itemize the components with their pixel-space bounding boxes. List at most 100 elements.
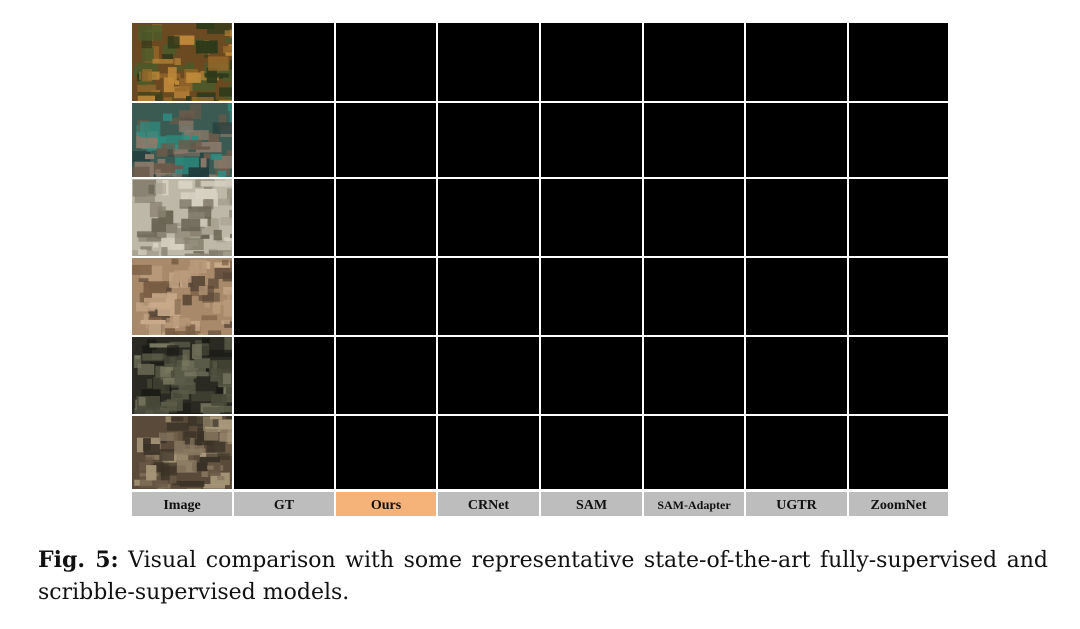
mask-cell [336,23,436,101]
input-photo-patch [136,132,146,149]
input-photo-patch [161,247,168,256]
input-photo-patch [204,428,219,441]
mask-background [438,258,539,335]
mask-background [746,258,847,335]
input-photo-patch [190,290,203,297]
mask-cell [644,416,744,489]
input-photo-patch [223,237,232,242]
mask-cell [644,23,744,101]
input-photo-patch [150,163,176,173]
mask-background [849,337,948,414]
column-label: SAM-Adapter [657,498,731,512]
mask-cell [541,179,642,256]
mask-cell [849,416,948,489]
input-photo-patch [146,147,152,152]
mask-cell [849,179,948,256]
column-label: Image [163,498,200,513]
input-photo-patch [164,488,185,489]
input-photo-patch [154,462,165,477]
input-photo-patch [225,52,232,56]
mask-background [336,416,436,489]
input-image-cell [132,179,232,256]
mask-background [849,258,948,335]
input-photo-patch [187,416,210,427]
input-photo-patch [133,66,141,76]
mask-background [336,179,436,256]
input-photo-patch [153,242,159,248]
input-photo-patch [176,460,197,473]
figure-caption: Fig. 5: Visual comparison with some repr… [38,544,1048,609]
input-photo-patch [169,473,177,484]
input-photo-patch [182,349,190,366]
input-photo-patch [165,328,175,335]
mask-background [746,103,847,177]
mask-background [644,23,744,101]
input-photo-patch [146,465,157,481]
input-photo-patch [174,299,181,315]
input-photo-patch [160,462,177,476]
mask-background [234,337,334,414]
mask-cell [336,179,436,256]
input-photo-patch [166,422,189,431]
column-label: CRNet [468,498,510,513]
input-photo-patch [148,322,162,335]
input-photo-patch [221,394,232,403]
mask-cell [438,103,539,177]
mask-background [541,258,642,335]
mask-cell [541,23,642,101]
input-photo-patch [200,233,210,239]
column-label-bg [234,492,334,516]
input-photo-patch [188,167,209,177]
input-photo-patch [227,188,232,203]
input-photo-patch [208,132,220,143]
input-photo-patch [218,419,232,430]
mask-background [644,103,744,177]
mask-background [336,103,436,177]
mask-background [336,337,436,414]
column-label: UGTR [776,498,817,513]
input-photo-patch [209,359,232,376]
input-photo-patch [138,397,146,406]
mask-background [746,337,847,414]
input-image-cell [132,103,232,177]
mask-cell [849,337,948,414]
input-photo-patch [218,114,226,130]
input-photo-patch [229,108,232,126]
mask-background [644,416,744,489]
input-photo-patch [181,412,203,414]
mask-background [438,103,539,177]
input-photo-patch [143,444,160,455]
mask-cell [849,258,948,335]
mask-cell [746,416,847,489]
input-photo-patch [137,95,155,101]
input-photo-patch [196,424,205,441]
input-photo-patch [194,358,211,369]
input-photo-patch [175,80,180,85]
input-photo-patch [154,230,167,239]
input-photo-patch [216,386,224,394]
input-photo-patch [229,60,232,77]
input-photo-patch [190,437,195,452]
mask-background [438,337,539,414]
input-photo-patch [145,457,153,470]
input-photo-patch [136,302,155,312]
input-photo-patch [166,317,191,327]
input-photo-patch [181,218,201,232]
input-photo-patch [225,384,232,397]
input-photo-patch [172,392,183,398]
mask-cell [336,258,436,335]
mask-background [541,179,642,256]
input-image-cell [132,258,232,335]
input-photo-patch [141,47,154,62]
input-photo-patch [163,255,189,256]
input-photo-patch [154,183,166,194]
column-label-bg [541,492,642,516]
input-photo-patch [189,104,202,120]
input-photo-patch [195,40,218,54]
column-label-bg [438,492,539,516]
input-photo-patch [152,58,174,64]
input-photo-patch [166,399,183,412]
input-photo-patch [208,56,229,71]
input-photo-patch [137,84,156,95]
input-photo-patch [207,349,232,357]
